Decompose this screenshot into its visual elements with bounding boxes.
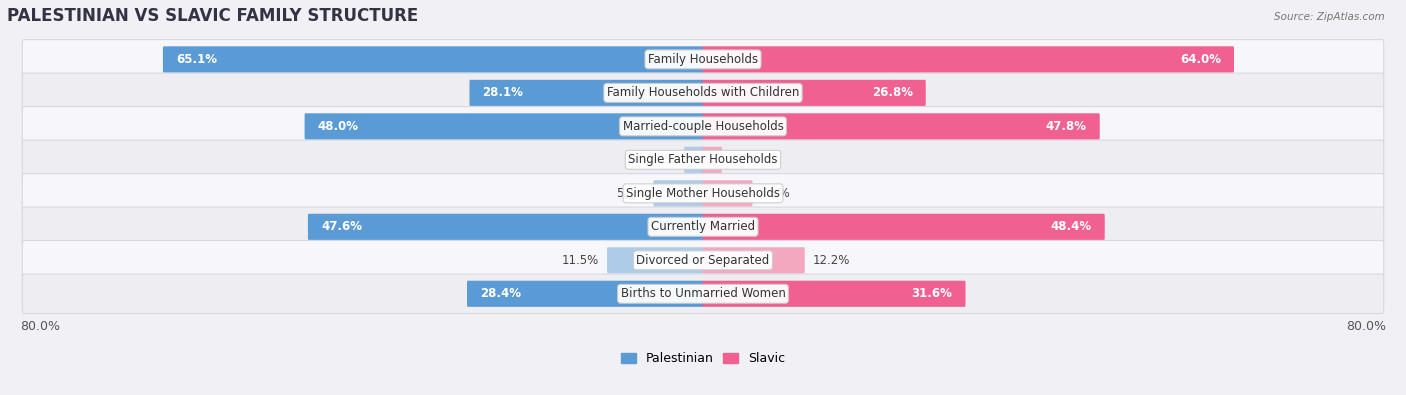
Text: Family Households with Children: Family Households with Children: [607, 87, 799, 100]
FancyBboxPatch shape: [22, 107, 1384, 146]
FancyBboxPatch shape: [467, 281, 703, 307]
FancyBboxPatch shape: [470, 80, 703, 106]
FancyBboxPatch shape: [703, 113, 1099, 139]
FancyBboxPatch shape: [654, 180, 703, 206]
Text: 5.9%: 5.9%: [616, 187, 645, 200]
FancyBboxPatch shape: [703, 247, 804, 273]
Text: 11.5%: 11.5%: [562, 254, 599, 267]
FancyBboxPatch shape: [703, 147, 721, 173]
Text: 26.8%: 26.8%: [872, 87, 912, 100]
Text: PALESTINIAN VS SLAVIC FAMILY STRUCTURE: PALESTINIAN VS SLAVIC FAMILY STRUCTURE: [7, 7, 418, 25]
FancyBboxPatch shape: [22, 274, 1384, 314]
Text: Source: ZipAtlas.com: Source: ZipAtlas.com: [1274, 12, 1385, 22]
FancyBboxPatch shape: [703, 46, 1234, 72]
FancyBboxPatch shape: [703, 281, 966, 307]
Text: 5.9%: 5.9%: [761, 187, 790, 200]
FancyBboxPatch shape: [703, 214, 1105, 240]
Text: 28.1%: 28.1%: [482, 87, 523, 100]
FancyBboxPatch shape: [22, 40, 1384, 79]
FancyBboxPatch shape: [22, 173, 1384, 213]
FancyBboxPatch shape: [703, 180, 752, 206]
FancyBboxPatch shape: [703, 80, 925, 106]
Text: Currently Married: Currently Married: [651, 220, 755, 233]
Text: 47.8%: 47.8%: [1046, 120, 1087, 133]
Text: Married-couple Households: Married-couple Households: [623, 120, 783, 133]
Text: 28.4%: 28.4%: [479, 287, 522, 300]
Text: 48.4%: 48.4%: [1050, 220, 1091, 233]
FancyBboxPatch shape: [163, 46, 703, 72]
Text: 47.6%: 47.6%: [321, 220, 361, 233]
FancyBboxPatch shape: [607, 247, 703, 273]
Text: 65.1%: 65.1%: [176, 53, 217, 66]
FancyBboxPatch shape: [685, 147, 703, 173]
FancyBboxPatch shape: [22, 241, 1384, 280]
FancyBboxPatch shape: [22, 207, 1384, 246]
Legend: Palestinian, Slavic: Palestinian, Slavic: [616, 348, 790, 371]
FancyBboxPatch shape: [22, 73, 1384, 113]
Text: Divorced or Separated: Divorced or Separated: [637, 254, 769, 267]
Text: Single Mother Households: Single Mother Households: [626, 187, 780, 200]
Text: Births to Unmarried Women: Births to Unmarried Women: [620, 287, 786, 300]
Text: 2.2%: 2.2%: [730, 153, 759, 166]
Text: 48.0%: 48.0%: [318, 120, 359, 133]
Text: Single Father Households: Single Father Households: [628, 153, 778, 166]
FancyBboxPatch shape: [22, 140, 1384, 180]
FancyBboxPatch shape: [308, 214, 703, 240]
Text: Family Households: Family Households: [648, 53, 758, 66]
Text: 31.6%: 31.6%: [911, 287, 952, 300]
Text: 2.2%: 2.2%: [647, 153, 676, 166]
Text: 12.2%: 12.2%: [813, 254, 849, 267]
FancyBboxPatch shape: [305, 113, 703, 139]
Text: 64.0%: 64.0%: [1180, 53, 1220, 66]
